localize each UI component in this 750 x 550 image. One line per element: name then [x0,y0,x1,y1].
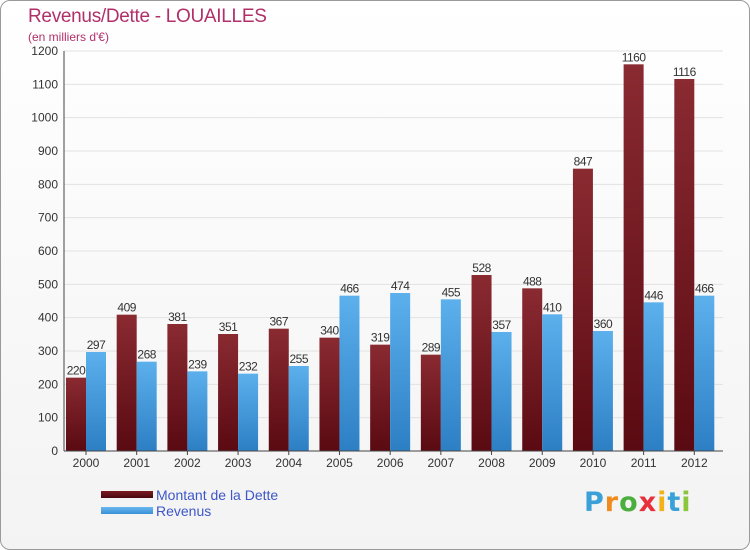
data-label-revenus: 255 [290,352,309,366]
x-tick-label: 2007 [427,456,454,470]
data-label-revenus: 446 [644,288,663,302]
data-label-revenus: 297 [87,338,106,352]
data-label-revenus: 466 [340,282,359,296]
x-tick-label: 2005 [326,456,353,470]
data-label-dette: 1160 [622,50,647,64]
y-tick-label: 500 [38,277,58,291]
data-label-dette: 351 [219,320,238,334]
y-tick-label: 900 [38,144,58,158]
data-label-dette: 289 [422,341,441,355]
bar-dette [471,275,492,451]
bar-dette [116,314,137,451]
y-tick-label: 1200 [31,44,58,58]
logo-letter: o [619,487,639,518]
bar-revenus [288,366,309,451]
x-tick-label: 2002 [174,456,201,470]
data-label-revenus: 232 [239,360,258,374]
data-label-dette: 1116 [673,65,697,79]
data-label-revenus: 466 [695,282,714,296]
y-tick-label: 1100 [32,77,58,91]
legend-swatch-revenus [101,507,153,514]
bar-dette [167,324,188,451]
bar-revenus [542,314,563,451]
y-tick-label: 0 [51,444,58,458]
bar-dette [623,64,644,452]
data-label-dette: 847 [574,155,593,169]
data-label-revenus: 239 [188,357,207,371]
data-label-dette: 528 [472,261,491,275]
chart-subtitle: (en milliers d'€) [28,30,109,44]
data-label-dette: 488 [523,274,542,288]
y-tick-label: 600 [38,244,58,258]
y-tick-label: 1000 [31,111,58,125]
x-tick-label: 2010 [580,456,607,470]
bar-dette [522,288,543,451]
legend-label-revenus: Revenus [156,503,212,519]
data-label-revenus: 410 [543,300,562,314]
logo-letter: i [657,487,668,518]
data-label-dette: 340 [320,324,339,338]
logo-letter: i [681,487,692,518]
x-tick-label: 2000 [73,456,100,470]
bar-revenus [390,293,411,451]
bar-dette [218,334,239,451]
x-tick-label: 2008 [478,456,505,470]
bar-revenus [86,352,106,451]
logo-letter: x [638,487,658,518]
x-tick-label: 2009 [529,456,556,470]
bar-dette [572,168,593,451]
y-tick-label: 800 [38,177,58,191]
x-tick-label: 2001 [123,456,150,470]
data-label-dette: 367 [270,315,289,329]
bar-dette [66,377,86,451]
bar-revenus [440,299,461,451]
data-label-dette: 319 [371,331,390,345]
bar-revenus [187,371,208,451]
x-tick-label: 2006 [377,456,404,470]
bar-dette [420,354,441,451]
bar-revenus [694,295,715,451]
bar-dette [674,79,695,451]
bar-revenus [238,373,259,451]
y-tick-label: 100 [38,411,58,425]
y-tick-label: 300 [38,344,58,358]
logo-letter: t [667,487,682,518]
logo-letter: r [604,487,620,518]
bar-dette [319,337,340,451]
bar-revenus [643,302,664,451]
data-label-revenus: 360 [594,317,613,331]
chart-title: Revenus/Dette - LOUAILLES [28,6,267,27]
bar-dette [370,344,391,451]
data-label-dette: 409 [117,301,136,315]
y-tick-label: 700 [38,211,58,225]
data-label-revenus: 357 [492,318,511,332]
legend-swatch-dette [101,491,153,498]
x-tick-label: 2012 [681,456,708,470]
x-tick-label: 2003 [225,456,252,470]
data-label-revenus: 474 [391,279,410,293]
x-tick-label: 2004 [275,456,302,470]
bar-dette [268,328,289,451]
y-tick-label: 400 [38,311,58,325]
proxiti-logo: Proxiti [584,487,692,518]
data-label-revenus: 455 [442,285,461,299]
bar-revenus [491,332,512,451]
data-label-dette: 220 [67,364,86,378]
bar-revenus [592,331,613,451]
bar-revenus [136,361,157,451]
x-tick-label: 2011 [631,456,657,470]
bar-revenus [339,295,360,451]
legend-label-dette: Montant de la Dette [156,487,279,503]
data-label-revenus: 268 [137,348,156,362]
y-tick-label: 200 [38,377,58,391]
logo-letter: P [584,487,605,518]
data-label-dette: 381 [168,310,187,324]
